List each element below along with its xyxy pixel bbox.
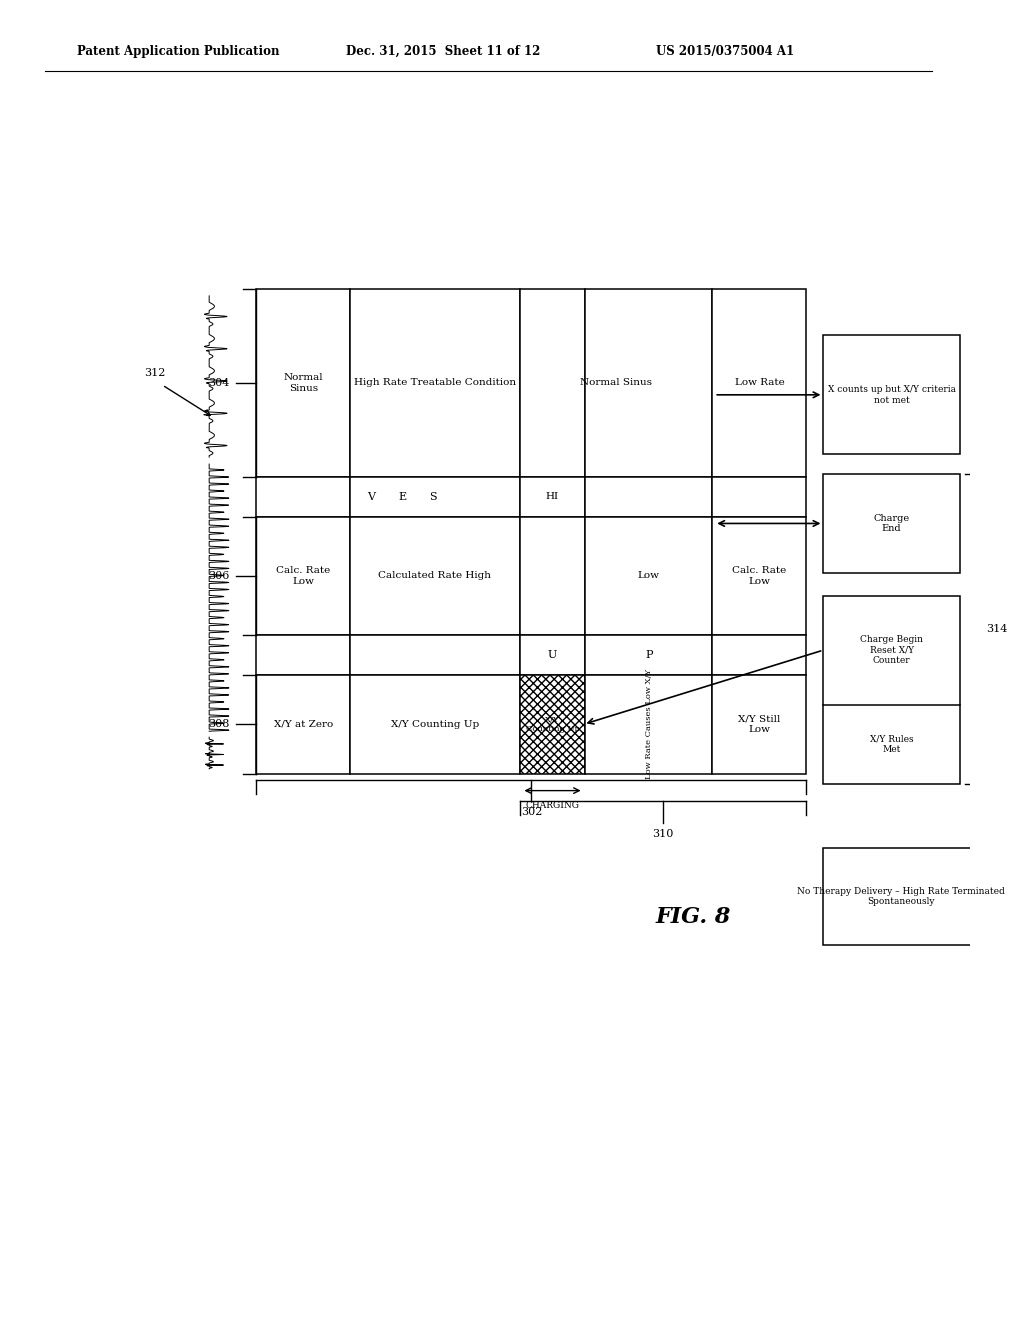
Bar xyxy=(586,635,713,675)
Bar xyxy=(586,516,713,635)
Text: No Therapy Delivery – High Rate Terminated
Spontaneously: No Therapy Delivery – High Rate Terminat… xyxy=(797,887,1005,907)
Text: 314: 314 xyxy=(986,624,1008,634)
Text: P: P xyxy=(645,649,652,660)
Bar xyxy=(713,675,807,774)
Bar xyxy=(256,477,350,516)
Bar xyxy=(519,675,586,774)
Bar xyxy=(350,289,519,477)
Text: Patent Application Publication: Patent Application Publication xyxy=(78,45,280,58)
Text: 312: 312 xyxy=(144,368,165,378)
Text: 310: 310 xyxy=(652,829,674,840)
Bar xyxy=(350,516,519,635)
Bar xyxy=(256,289,350,477)
Text: U: U xyxy=(548,649,557,660)
Bar xyxy=(586,477,713,516)
Text: X/Y Rules
Met: X/Y Rules Met xyxy=(869,734,913,754)
Text: Charge Begin
Reset X/Y
Counter: Charge Begin Reset X/Y Counter xyxy=(860,635,923,665)
Text: Charge
End: Charge End xyxy=(873,513,909,533)
Text: Dec. 31, 2015  Sheet 11 of 12: Dec. 31, 2015 Sheet 11 of 12 xyxy=(345,45,540,58)
Bar xyxy=(519,477,586,516)
Bar xyxy=(713,635,807,675)
Bar xyxy=(713,516,807,635)
Text: E: E xyxy=(398,492,407,502)
Text: S: S xyxy=(429,492,437,502)
Text: CHARGING: CHARGING xyxy=(525,800,580,809)
Text: Normal Sinus: Normal Sinus xyxy=(580,379,652,388)
Text: FIG. 8: FIG. 8 xyxy=(656,907,731,928)
Bar xyxy=(713,477,807,516)
Text: V: V xyxy=(367,492,375,502)
Bar xyxy=(350,635,519,675)
Bar xyxy=(586,675,713,774)
Bar xyxy=(586,289,713,477)
Bar xyxy=(519,516,586,635)
Bar xyxy=(713,289,807,477)
Text: 302: 302 xyxy=(520,808,542,817)
Text: US 2015/0375004 A1: US 2015/0375004 A1 xyxy=(656,45,794,58)
Bar xyxy=(350,477,519,516)
Text: 304: 304 xyxy=(209,378,229,388)
Bar xyxy=(350,675,519,774)
Text: Low: Low xyxy=(638,572,659,581)
Text: X counts up but X/Y criteria
not met: X counts up but X/Y criteria not met xyxy=(827,385,955,404)
Text: 308: 308 xyxy=(209,719,229,730)
Text: 306: 306 xyxy=(209,570,229,581)
Text: X/Y
Counting Up: X/Y Counting Up xyxy=(525,715,580,733)
Bar xyxy=(823,474,959,573)
Text: Calculated Rate High: Calculated Rate High xyxy=(379,572,492,581)
Bar xyxy=(519,289,586,477)
Text: Low Rate Causes Low X/Y: Low Rate Causes Low X/Y xyxy=(645,669,653,779)
Text: X/Y at Zero: X/Y at Zero xyxy=(273,719,333,729)
Bar xyxy=(823,847,979,945)
Text: Calc. Rate
Low: Calc. Rate Low xyxy=(276,566,331,586)
Text: Low Rate: Low Rate xyxy=(734,379,784,388)
Text: X/Y Still
Low: X/Y Still Low xyxy=(738,714,780,734)
Bar xyxy=(256,516,350,635)
Bar xyxy=(256,635,350,675)
Bar xyxy=(256,675,350,774)
Bar xyxy=(519,635,586,675)
Text: High Rate Treatable Condition: High Rate Treatable Condition xyxy=(354,379,516,388)
Text: HI: HI xyxy=(546,492,559,502)
Bar xyxy=(823,335,959,454)
Text: Calc. Rate
Low: Calc. Rate Low xyxy=(732,566,786,586)
Text: X/Y Counting Up: X/Y Counting Up xyxy=(391,719,479,729)
Bar xyxy=(823,595,959,784)
Text: Normal
Sinus: Normal Sinus xyxy=(284,374,323,392)
